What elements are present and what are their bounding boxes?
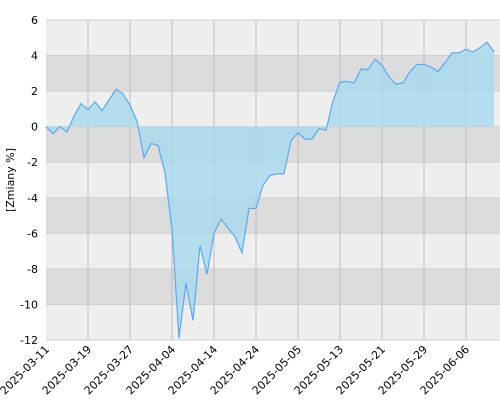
grid-band [46,197,500,234]
y-tick-label: 2 [31,85,38,98]
y-tick-label: -6 [27,227,38,240]
y-tick-label: -2 [27,156,38,169]
y-tick-label: 4 [31,50,38,63]
grid-band [46,20,500,56]
y-tick-label: -4 [27,192,38,205]
y-tick-label: 6 [31,14,38,27]
y-axis-label: [Zmiany %] [4,148,17,212]
line [45,41,495,339]
grid-band [46,268,500,305]
y-tick-label: -10 [20,298,38,311]
grid-band [46,304,500,340]
y-tick-label: 0 [31,121,38,134]
y-tick-label: -12 [20,334,38,347]
area [46,42,494,339]
grid-band [46,233,500,269]
y-tick-label: -8 [27,263,38,276]
